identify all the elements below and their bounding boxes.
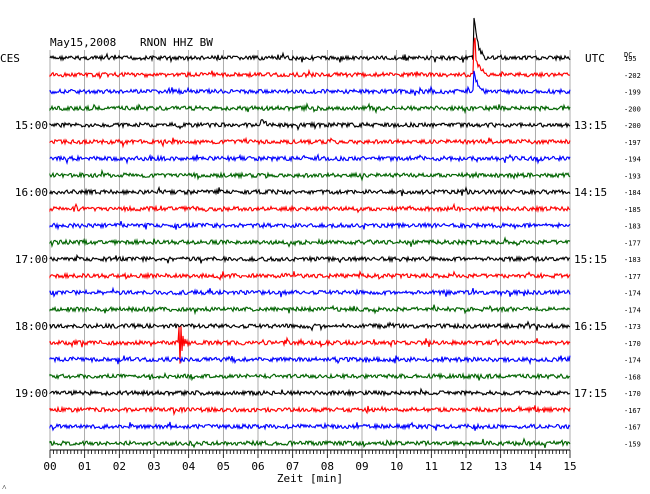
dc-offset-1: -202 <box>624 72 641 80</box>
right-time-14:15: 14:15 <box>574 186 607 199</box>
dc-offset-23: -159 <box>624 440 641 448</box>
station-label: RNON HHZ BW <box>140 36 213 49</box>
left-time-17:00: 17:00 <box>15 253 48 266</box>
x-tick-label-03: 03 <box>147 460 160 473</box>
dc-offset-0: 195 <box>624 55 637 63</box>
dc-offset-14: -174 <box>624 290 641 298</box>
dc-offset-4: -200 <box>624 122 641 130</box>
left-time-15:00: 15:00 <box>15 119 48 132</box>
x-tick-label-04: 04 <box>182 460 196 473</box>
dc-offset-2: -199 <box>624 89 641 97</box>
x-tick-label-06: 06 <box>251 460 264 473</box>
trace-row-2 <box>49 70 571 96</box>
x-tick-label-15: 15 <box>563 460 576 473</box>
trace-row-15 <box>49 304 571 316</box>
trace-row-6 <box>49 153 571 165</box>
dc-offset-9: -185 <box>624 206 641 214</box>
trace-row-22 <box>49 421 571 432</box>
right-time-17:15: 17:15 <box>574 387 607 400</box>
trace-row-3 <box>49 102 571 115</box>
left-time-18:00: 18:00 <box>15 320 48 333</box>
dc-offset-17: -170 <box>624 340 641 348</box>
dc-offset-10: -183 <box>624 223 641 231</box>
x-tick-label-11: 11 <box>425 460 438 473</box>
corner-mark: ˄ <box>2 483 7 492</box>
dc-offset-22: -167 <box>624 424 641 432</box>
x-tick-label-02: 02 <box>113 460 126 473</box>
trace-row-14 <box>49 286 571 298</box>
trace-row-8 <box>49 185 571 197</box>
trace-row-20 <box>49 387 571 398</box>
trace-row-18 <box>49 355 571 366</box>
trace-row-21 <box>49 405 571 417</box>
dc-offset-15: -174 <box>624 306 641 314</box>
dc-offset-3: -200 <box>624 105 641 113</box>
left-time-16:00: 16:00 <box>15 186 48 199</box>
x-axis-title: Zeit [min] <box>277 472 343 485</box>
trace-row-11 <box>49 236 571 249</box>
trace-row-16 <box>49 320 571 332</box>
dc-offset-21: -167 <box>624 407 641 415</box>
x-tick-label-12: 12 <box>459 460 472 473</box>
trace-row-10 <box>49 221 571 231</box>
dc-offset-8: -184 <box>624 189 641 197</box>
trace-row-13 <box>49 269 571 281</box>
seismic-traces <box>49 17 571 449</box>
left-timezone: CES <box>0 52 20 65</box>
minute-grid <box>49 50 571 450</box>
dc-offset-20: -170 <box>624 390 641 398</box>
date-label: May15,2008 <box>50 36 116 49</box>
trace-row-4 <box>49 118 571 132</box>
right-timezone: UTC <box>585 52 605 65</box>
dc-offset-16: -173 <box>624 323 641 331</box>
row-labels: 15:00 16:00 17:00 18:00 19:00 13:15 14:15 15:15… <box>15 55 641 448</box>
dc-offset-13: -177 <box>624 273 641 281</box>
x-tick-label-08: 08 <box>321 460 334 473</box>
x-tick-label-09: 09 <box>355 460 368 473</box>
x-axis: 00 01 02 03 04 05 06 07 08 09 10 11 12 13 14 15 <box>43 449 577 473</box>
trace-row-1 <box>49 37 571 80</box>
trace-row-12 <box>49 253 571 264</box>
dc-offset-12: -183 <box>624 256 641 264</box>
x-tick-label-07: 07 <box>286 460 299 473</box>
x-tick-label-14: 14 <box>529 460 543 473</box>
dc-offset-5: -197 <box>624 139 641 147</box>
right-time-16:15: 16:15 <box>574 320 607 333</box>
x-tick-label-00: 00 <box>43 460 56 473</box>
trace-row-9 <box>49 202 571 214</box>
trace-row-5 <box>49 136 571 149</box>
dc-offset-7: -193 <box>624 172 641 180</box>
x-tick-label-10: 10 <box>390 460 403 473</box>
dc-offset-19: -168 <box>624 373 641 381</box>
trace-row-19 <box>49 371 571 382</box>
x-tick-label-01: 01 <box>78 460 91 473</box>
trace-row-7 <box>49 168 571 182</box>
left-time-19:00: 19:00 <box>15 387 48 400</box>
x-tick-label-05: 05 <box>217 460 230 473</box>
right-time-15:15: 15:15 <box>574 253 607 266</box>
trace-row-17 <box>49 326 571 364</box>
trace-row-23 <box>49 437 571 449</box>
dc-offset-11: -177 <box>624 239 641 247</box>
trace-row-0 <box>49 17 571 64</box>
x-tick-label-13: 13 <box>494 460 507 473</box>
right-time-13:15: 13:15 <box>574 119 607 132</box>
dc-offset-18: -174 <box>624 357 641 365</box>
dc-offset-6: -194 <box>624 156 641 164</box>
dc-header: DC <box>624 51 632 59</box>
